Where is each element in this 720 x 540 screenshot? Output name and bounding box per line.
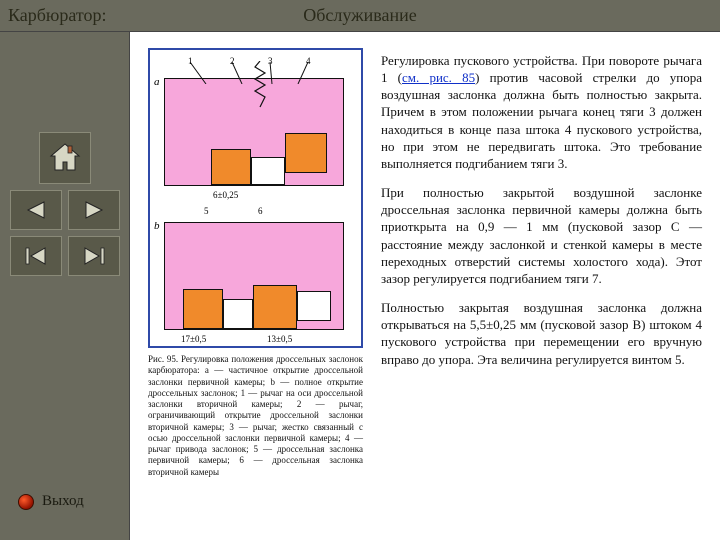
- figure-caption: Рис. 95. Регулировка положения дроссельн…: [148, 354, 363, 478]
- arrow-left-icon: [24, 200, 48, 220]
- arrow-last-icon: [81, 246, 107, 266]
- figure-panel-a: [164, 78, 344, 186]
- figure-panel-b: [164, 222, 344, 330]
- text-column: Регулировка пускового устройства. При по…: [381, 48, 702, 530]
- content: a 1 2 3 4: [130, 32, 720, 540]
- dim-b-left: 17±0,5: [180, 334, 207, 344]
- figure: a 1 2 3 4: [148, 48, 363, 348]
- last-button[interactable]: [68, 236, 120, 276]
- first-button[interactable]: [10, 236, 62, 276]
- figure-link[interactable]: см. рис. 85: [402, 70, 475, 85]
- exit-button[interactable]: Выход: [18, 493, 84, 510]
- figure-column: a 1 2 3 4: [148, 48, 363, 530]
- arrow-first-icon: [23, 246, 49, 266]
- dim-b-right: 13±0,5: [266, 334, 293, 344]
- callout-6: 6: [258, 206, 263, 216]
- next-button[interactable]: [68, 190, 120, 230]
- callout-5: 5: [204, 206, 209, 216]
- arrow-right-icon: [82, 200, 106, 220]
- header-title-center: Обслуживание: [130, 5, 720, 26]
- exit-icon: [18, 494, 34, 510]
- home-button[interactable]: [39, 132, 91, 184]
- exit-label: Выход: [42, 493, 84, 510]
- callout-lines: [164, 62, 344, 84]
- p1-b: ) против часовой стрелки до упора воздуш…: [381, 70, 702, 171]
- header: Карбюратор: Обслуживание: [0, 0, 720, 32]
- paragraph-3: Полностью закрытая воздушная заслонка до…: [381, 299, 702, 368]
- header-title-left: Карбюратор:: [0, 5, 130, 26]
- paragraph-2: При полностью закрытой воздушной заслонк…: [381, 184, 702, 287]
- home-icon: [47, 140, 83, 176]
- nav-panel: [0, 132, 130, 276]
- dim-a: 6±0,25: [212, 190, 239, 200]
- prev-button[interactable]: [10, 190, 62, 230]
- figure-label-b: b: [154, 220, 160, 232]
- main: Выход a 1 2 3 4: [0, 32, 720, 540]
- paragraph-1: Регулировка пускового устройства. При по…: [381, 52, 702, 172]
- figure-label-a: a: [154, 76, 160, 88]
- sidebar: Выход: [0, 32, 130, 540]
